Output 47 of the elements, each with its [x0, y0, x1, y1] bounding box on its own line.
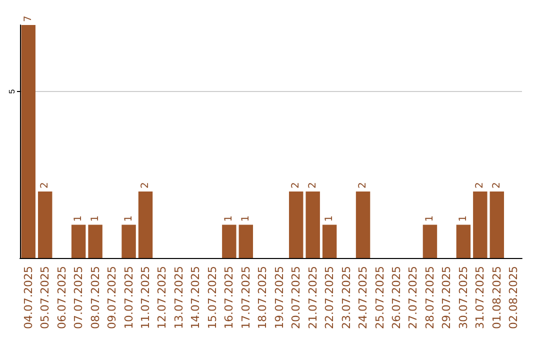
- x-tick-label: 02.08.2025: [507, 266, 520, 330]
- data-label: 1: [123, 215, 134, 222]
- x-tick-label: 27.07.2025: [406, 266, 420, 330]
- x-tick-label: 07.07.2025: [72, 266, 86, 330]
- x-tick-label: 19.07.2025: [272, 266, 286, 330]
- data-label: 2: [358, 182, 369, 188]
- x-tick-label: 13.07.2025: [172, 266, 186, 330]
- data-label: 2: [140, 182, 151, 188]
- x-tick-label: 29.07.2025: [440, 266, 454, 330]
- data-label: 1: [324, 215, 336, 222]
- x-tick-label: 30.07.2025: [456, 266, 470, 330]
- data-label: 2: [307, 182, 318, 188]
- x-tick-label: 21.07.2025: [306, 266, 320, 330]
- x-tick-label: 08.07.2025: [88, 266, 102, 330]
- x-tick-label: 10.07.2025: [122, 266, 136, 330]
- x-tick-label: 11.07.2025: [139, 266, 152, 330]
- x-tick-label: 18.07.2025: [256, 266, 270, 330]
- x-tick-label: 31.07.2025: [474, 266, 487, 330]
- data-label: 2: [474, 182, 486, 188]
- x-tick-label: 20.07.2025: [290, 266, 303, 330]
- x-tick-label: 23.07.2025: [340, 266, 353, 330]
- x-tick-label: 17.07.2025: [239, 266, 252, 330]
- x-tick-label: 06.07.2025: [55, 266, 68, 330]
- x-tick-label: 26.07.2025: [390, 266, 403, 330]
- data-label: 1: [90, 215, 101, 222]
- x-tick-label: 12.07.2025: [156, 266, 169, 330]
- data-label: 2: [491, 182, 502, 188]
- data-label: 1: [458, 215, 469, 222]
- x-tick-label: 14.07.2025: [189, 266, 202, 330]
- data-label: 2: [40, 182, 51, 188]
- x-tick-label: 25.07.2025: [373, 266, 386, 330]
- data-label: 1: [424, 215, 436, 222]
- data-label: 2: [290, 182, 302, 188]
- x-tick-label: 22.07.2025: [323, 266, 336, 330]
- y-tick-label: 5: [8, 88, 16, 94]
- x-tick-label: 24.07.2025: [356, 266, 370, 330]
- x-tick-label: 15.07.2025: [206, 266, 219, 330]
- x-tick-label: 28.07.2025: [423, 266, 436, 330]
- data-label: 7: [22, 16, 34, 22]
- data-label: 1: [224, 215, 235, 222]
- x-tick-label: 09.07.2025: [106, 266, 119, 330]
- x-tick-label: 04.07.2025: [22, 266, 35, 330]
- x-tick-label: 05.07.2025: [38, 266, 52, 330]
- x-tick-label: 16.07.2025: [222, 266, 236, 330]
- data-label: 1: [240, 215, 252, 222]
- data-label: 1: [73, 215, 84, 222]
- x-tick-label: 01.08.2025: [490, 266, 504, 330]
